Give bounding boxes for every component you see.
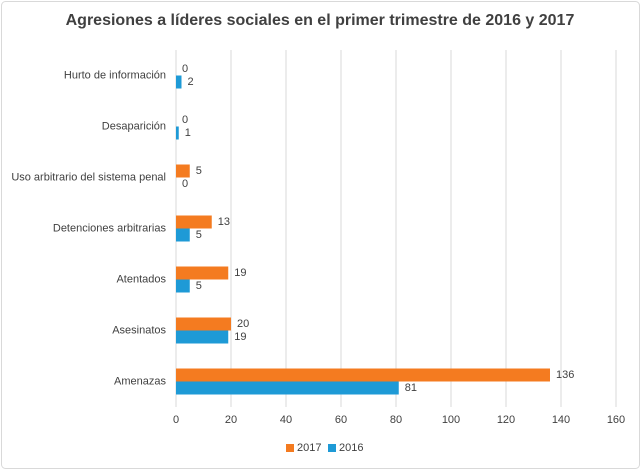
data-label: 0 — [182, 63, 188, 75]
data-label: 0 — [182, 178, 188, 190]
bar — [176, 266, 229, 280]
bar — [176, 228, 190, 242]
x-tick-label: 60 — [335, 414, 347, 426]
x-tick-label: 100 — [442, 414, 460, 426]
x-tick-label: 80 — [390, 414, 402, 426]
bar — [176, 126, 179, 140]
x-tick-label: 20 — [225, 414, 237, 426]
data-label: 136 — [556, 369, 574, 381]
y-tick-label: Hurto de información — [64, 69, 166, 81]
bar — [176, 368, 550, 382]
chart-title: Agresiones a líderes sociales en el prim… — [66, 12, 575, 29]
data-label: 0 — [182, 114, 188, 126]
bar — [176, 75, 182, 89]
y-tick-label: Asesinatos — [112, 324, 166, 336]
data-label: 2 — [188, 76, 194, 88]
bar — [176, 317, 231, 331]
data-label: 5 — [196, 280, 202, 292]
legend-swatch — [328, 444, 336, 452]
x-tick-label: 40 — [280, 414, 292, 426]
bar — [176, 164, 190, 178]
data-label: 19 — [234, 331, 246, 343]
legend-label: 2016 — [339, 442, 363, 454]
bar — [176, 215, 212, 229]
legend-label: 2017 — [297, 442, 321, 454]
y-tick-label: Detenciones arbitrarias — [53, 222, 167, 234]
y-tick-label: Desaparición — [102, 120, 166, 132]
x-tick-label: 160 — [607, 414, 625, 426]
bar — [176, 279, 190, 293]
data-label: 81 — [405, 382, 417, 394]
x-tick-label: 120 — [497, 414, 515, 426]
bar — [176, 330, 229, 344]
x-tick-label: 140 — [552, 414, 570, 426]
bar — [176, 381, 399, 395]
y-tick-label: Uso arbitrario del sistema penal — [11, 171, 166, 183]
data-label: 20 — [237, 318, 249, 330]
legend-swatch — [286, 444, 294, 452]
y-tick-label: Atentados — [116, 273, 166, 285]
data-label: 19 — [234, 267, 246, 279]
data-label: 5 — [196, 165, 202, 177]
y-tick-label: Amenazas — [114, 375, 166, 387]
data-label: 5 — [196, 229, 202, 241]
x-tick-label: 0 — [173, 414, 179, 426]
data-label: 13 — [218, 216, 230, 228]
data-label: 1 — [185, 127, 191, 139]
